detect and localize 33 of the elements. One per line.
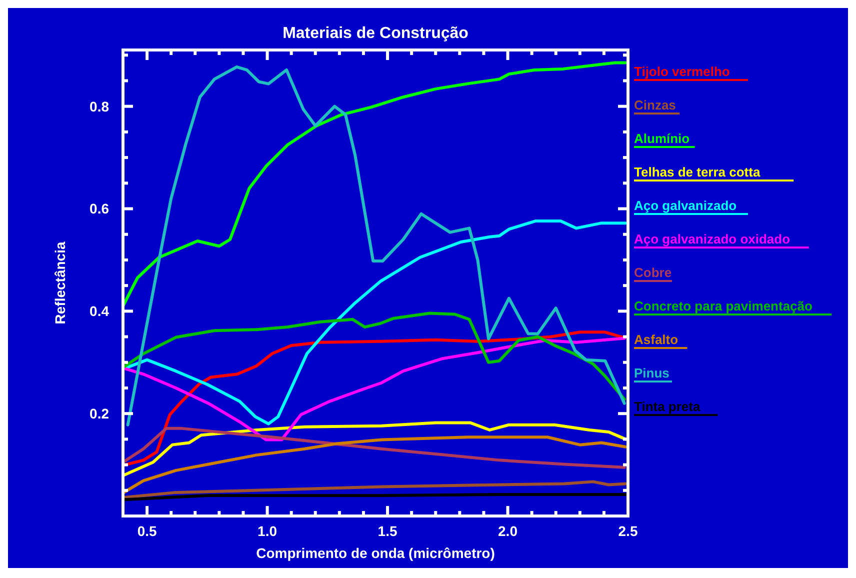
text: Telhas de terra cotta xyxy=(634,164,761,180)
line-series xyxy=(123,480,628,500)
x-tick-label: 2.0 xyxy=(498,523,518,539)
x-tick-label: 1.0 xyxy=(258,523,278,539)
text: Aço galvanizado oxidado xyxy=(634,232,790,246)
line-series xyxy=(123,436,628,494)
y-tick-label: 0.4 xyxy=(90,303,110,320)
y-tick-label: 0.6 xyxy=(90,200,110,217)
text: Cinzas xyxy=(634,98,676,112)
line-series xyxy=(123,220,628,426)
chart-title: Materiais de Construção xyxy=(282,25,469,42)
text: Alumínio xyxy=(634,131,690,146)
y-axis-title: Reflectância xyxy=(52,242,68,324)
series-label: Pinus xyxy=(634,366,670,380)
x-tick-label: 0.5 xyxy=(137,523,157,539)
text: Tijolo vermelho xyxy=(634,64,730,79)
line-series xyxy=(123,336,626,442)
series-label: Aço galvanizado xyxy=(634,198,737,213)
y-tick-label: 0.8 xyxy=(90,98,110,114)
text: Tinta preta xyxy=(634,399,701,414)
line-series xyxy=(123,330,626,467)
x-tick-label: 1.5 xyxy=(378,523,398,539)
line-series xyxy=(123,421,628,478)
text: Cobre xyxy=(634,265,672,280)
y-tick-label: 0.2 xyxy=(90,406,110,422)
line-series xyxy=(126,65,626,426)
line-series xyxy=(123,61,628,308)
text: Asfalto xyxy=(634,332,678,347)
line-series xyxy=(123,426,626,469)
line-series xyxy=(123,312,626,401)
text: Concreto para pavimentação xyxy=(634,298,813,314)
x-tick-label: 2.5 xyxy=(618,523,638,539)
x-axis-title: Comprimento de onda (micrômetro) xyxy=(256,545,495,561)
